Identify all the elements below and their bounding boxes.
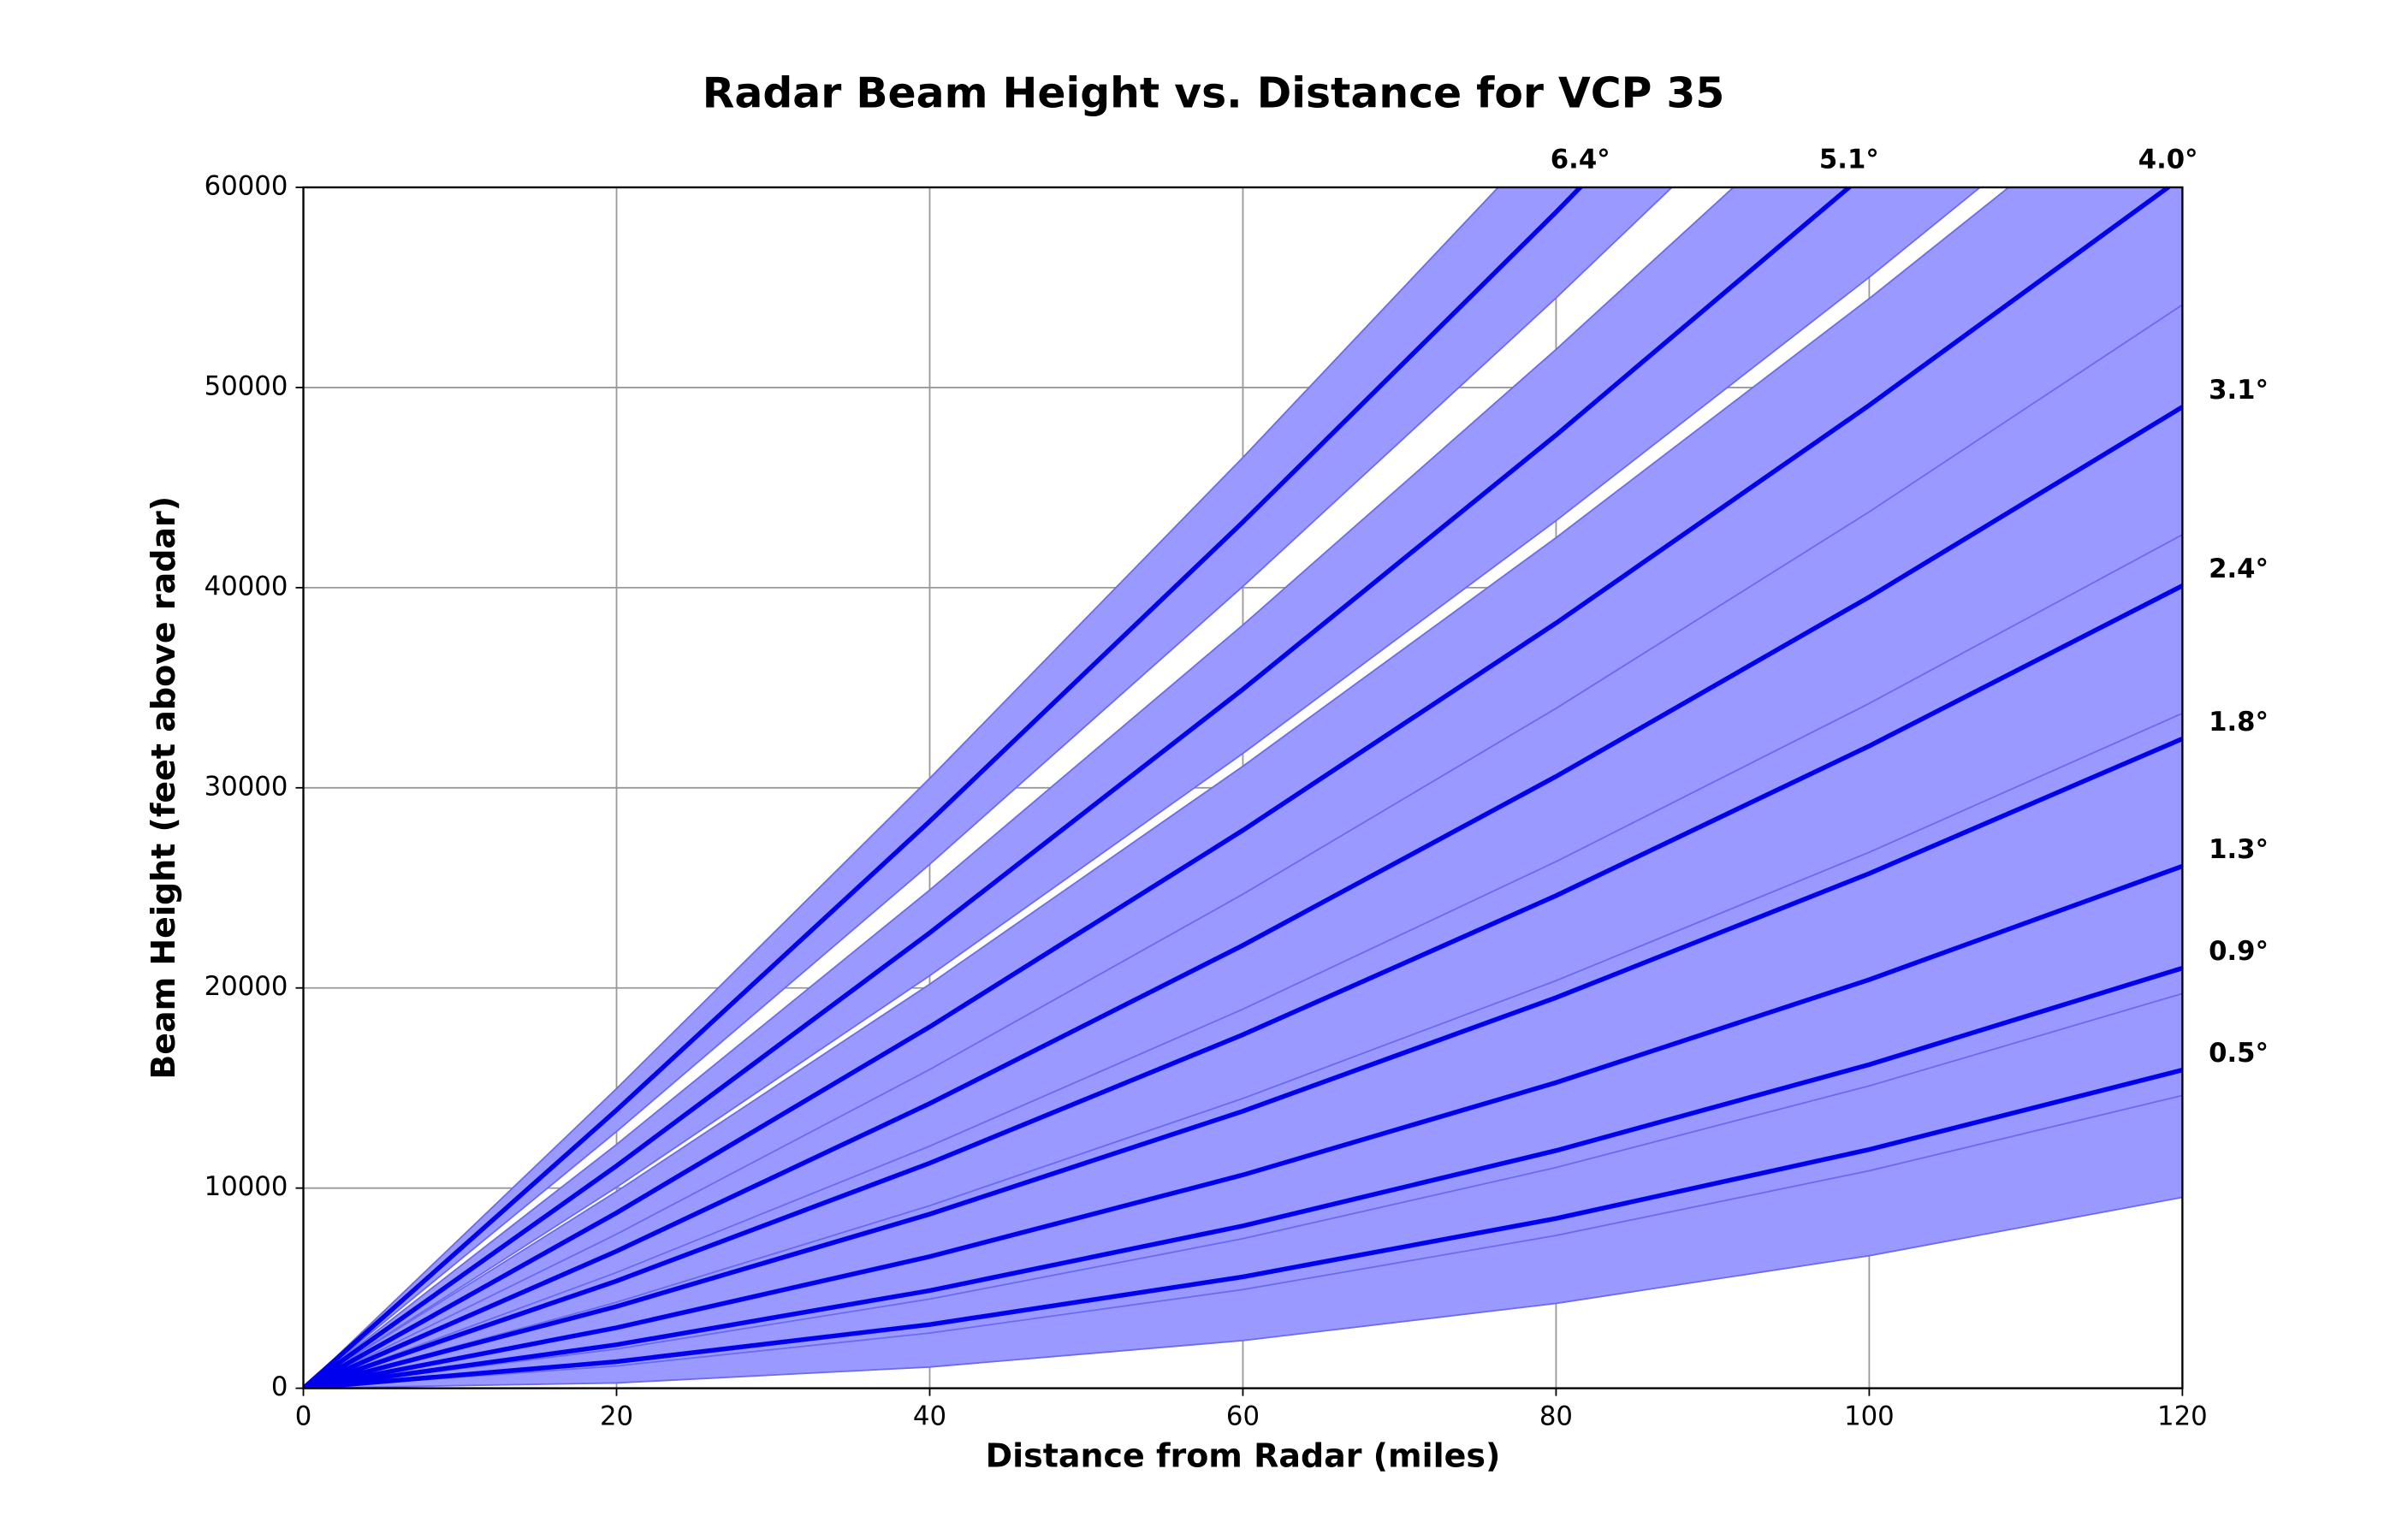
beam-center-line	[303, 863, 2183, 1389]
x-axis-label: Distance from Radar (miles)	[986, 1437, 1501, 1475]
beam-center-line	[303, 187, 2173, 1389]
angle-label: 1.3°	[2209, 834, 2268, 865]
beam-center-line	[303, 583, 2183, 1389]
y-tick-label: 20000	[205, 971, 288, 1002]
angle-label: 6.4°	[1551, 145, 1610, 175]
x-tick-label: 0	[295, 1401, 312, 1431]
x-tick-label: 20	[600, 1401, 633, 1431]
beam-center-line	[303, 187, 1853, 1389]
beam-center-line	[303, 187, 1584, 1389]
y-tick-label: 50000	[205, 370, 288, 401]
labels: 0 20 40 60 80 100 120 0 10000 20000 30000 40000 5000…	[205, 145, 2268, 1432]
y-tick-label: 40000	[205, 571, 288, 601]
x-tick-label: 120	[2157, 1401, 2208, 1431]
angle-label: 5.1°	[1819, 145, 1879, 175]
angle-label: 3.1°	[2209, 375, 2268, 406]
angle-label: 0.5°	[2209, 1038, 2268, 1069]
y-tick-label: 60000	[205, 170, 288, 201]
plot-frame	[302, 186, 2184, 1389]
y-axis-label: Beam Height (feet above radar)	[145, 496, 182, 1080]
angle-label: 1.8°	[2209, 707, 2268, 737]
x-tick-label: 40	[913, 1401, 946, 1431]
beam-center-line	[303, 965, 2183, 1389]
beam-band	[303, 187, 1674, 1389]
beam-center-line	[303, 736, 2183, 1389]
y-tick-label: 0	[271, 1371, 288, 1402]
angle-label: 4.0°	[2138, 145, 2198, 175]
y-tick-label: 10000	[205, 1171, 288, 1202]
beam-band	[303, 187, 2183, 1389]
x-tick-label: 100	[1844, 1401, 1895, 1431]
angle-label: 2.4°	[2209, 554, 2268, 584]
x-tick-label: 60	[1226, 1401, 1260, 1431]
y-tick-label: 30000	[205, 771, 288, 802]
beam-center-line	[303, 405, 2183, 1389]
beam-center-line	[303, 1068, 2183, 1389]
x-tick-label: 80	[1539, 1401, 1573, 1431]
angle-label: 0.9°	[2209, 936, 2268, 967]
chart-title: Radar Beam Height vs. Distance for VCP 3…	[703, 68, 1725, 117]
lines	[303, 187, 2183, 1389]
